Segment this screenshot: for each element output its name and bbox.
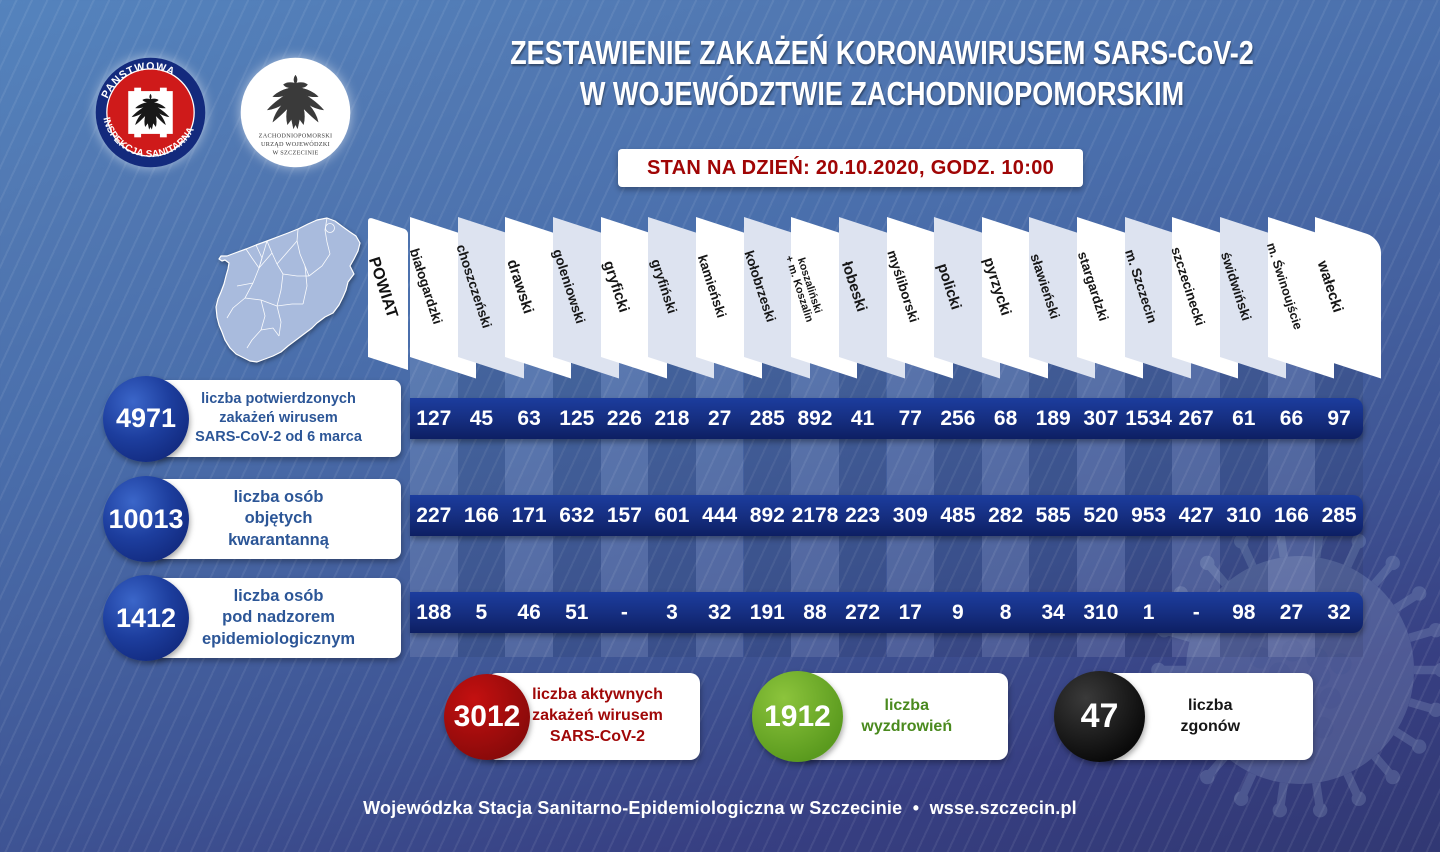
svg-text:ZACHODNIOPOMORSKI: ZACHODNIOPOMORSKI (259, 132, 333, 139)
svg-text:W SZCZECINIE: W SZCZECINIE (272, 149, 318, 156)
svg-text:URZĄD WOJEWÓDZKI: URZĄD WOJEWÓDZKI (261, 140, 330, 148)
